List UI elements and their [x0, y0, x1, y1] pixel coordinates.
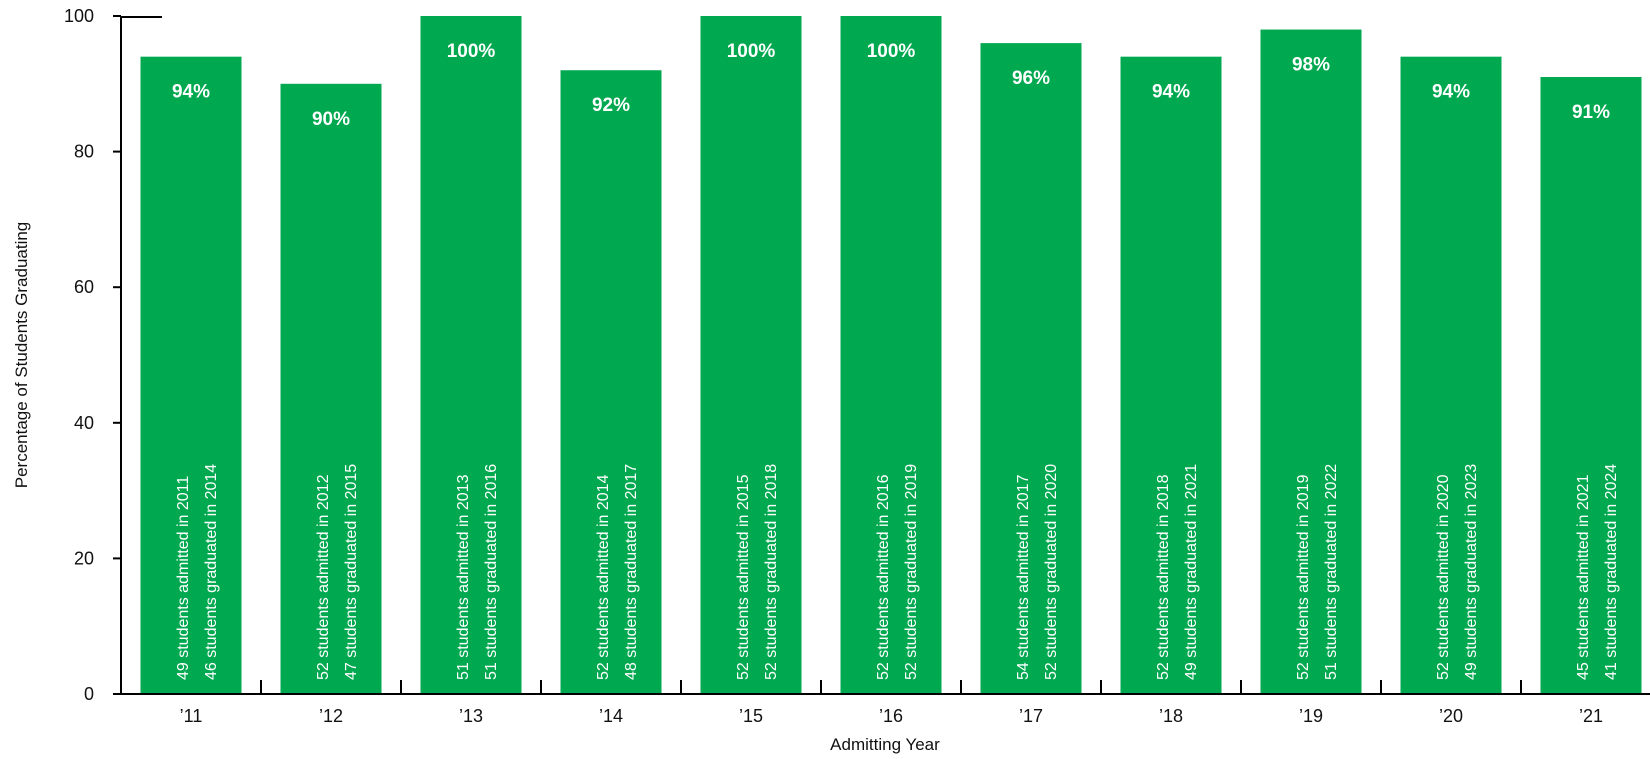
bar-graduated-note: 52 students graduated in 2020	[1043, 464, 1060, 680]
bar	[700, 16, 802, 694]
bars-group: 94% 49 students admitted in 2011 46 studen…	[140, 16, 1642, 695]
bar-admitted-note: 52 students admitted in 2016	[875, 474, 892, 680]
bar	[840, 16, 942, 694]
bar	[280, 83, 382, 695]
bar-value-label: 91%	[1572, 102, 1610, 123]
bar-value-label: 98%	[1292, 55, 1330, 76]
bar-value-label: 96%	[1012, 68, 1050, 89]
bar-value-label: 90%	[312, 109, 350, 130]
bar	[420, 16, 522, 694]
y-tick-label: 100	[64, 6, 94, 26]
bar-value-label: 100%	[867, 41, 916, 62]
bar-admitted-note: 49 students admitted in 2011	[175, 476, 192, 680]
x-tick-label: ’18	[1159, 706, 1183, 726]
x-tick-label: ’11	[180, 706, 203, 726]
bar	[560, 70, 662, 695]
bar-admitted-note: 45 students admitted in 2021	[1575, 474, 1592, 680]
bar-admitted-note: 51 students admitted in 2013	[455, 474, 472, 680]
bar-admitted-note: 52 students admitted in 2012	[315, 474, 332, 680]
bar	[980, 43, 1082, 695]
x-tick-label: ’17	[1019, 706, 1043, 726]
x-tick-label: ’14	[599, 706, 623, 726]
bar-graduated-note: 49 students graduated in 2021	[1183, 464, 1200, 680]
x-tick-label: ’15	[739, 706, 763, 726]
bar-admitted-note: 52 students admitted in 2015	[735, 474, 752, 680]
bar-admitted-note: 52 students admitted in 2019	[1295, 474, 1312, 680]
y-tick-label: 80	[74, 142, 94, 162]
x-tick-label: ’19	[1299, 706, 1323, 726]
bar-value-label: 94%	[172, 82, 210, 103]
y-axis-title: Percentage of Students Graduating	[12, 222, 31, 489]
bar-value-label: 92%	[592, 95, 630, 116]
bar-admitted-note: 52 students admitted in 2018	[1155, 474, 1172, 680]
bar	[1260, 29, 1362, 695]
bar-value-label: 100%	[447, 41, 496, 62]
bar-graduated-note: 48 students graduated in 2017	[623, 464, 640, 680]
x-tick-label: ’12	[319, 706, 343, 726]
bar-value-label: 94%	[1152, 82, 1190, 103]
y-tick-label: 40	[74, 413, 94, 433]
bar-graduated-note: 51 students graduated in 2016	[483, 464, 500, 680]
x-tick-label: ’13	[459, 706, 483, 726]
y-tick-label: 60	[74, 277, 94, 297]
bar-graduated-note: 52 students graduated in 2019	[903, 464, 920, 680]
bar	[1400, 56, 1502, 695]
x-tick-label: ’16	[879, 706, 903, 726]
bar	[1120, 56, 1222, 695]
bar-graduated-note: 46 students graduated in 2014	[203, 464, 220, 680]
bar-graduated-note: 47 students graduated in 2015	[343, 464, 360, 680]
x-axis-title: Admitting Year	[830, 735, 940, 754]
bar-graduated-note: 49 students graduated in 2023	[1463, 464, 1480, 680]
bar	[140, 56, 242, 695]
y-tick-label: 20	[74, 548, 94, 568]
x-tick-label: ’20	[1439, 706, 1463, 726]
x-ticks-group: ’11 ’12 ’13 ’14 ’15 ’16 ’17 ’18 ’19 ’20 ’21	[180, 680, 1603, 726]
bar-admitted-note: 52 students admitted in 2020	[1435, 474, 1452, 680]
bar-value-label: 100%	[727, 41, 776, 62]
bar-graduated-note: 51 students graduated in 2022	[1323, 464, 1340, 680]
axes-group	[120, 16, 1650, 695]
bar-value-label: 94%	[1432, 82, 1470, 103]
y-tick-label: 0	[84, 684, 94, 704]
x-tick-label: ’21	[1579, 706, 1603, 726]
bar	[1540, 77, 1642, 694]
bar-admitted-note: 54 students admitted in 2017	[1015, 474, 1032, 680]
bar-admitted-note: 52 students admitted in 2014	[595, 474, 612, 680]
bar-graduated-note: 52 students graduated in 2018	[763, 464, 780, 680]
bar-graduated-note: 41 students graduated in 2024	[1603, 464, 1620, 680]
y-ticks-group: 0 20 40 60 80 100	[64, 6, 121, 704]
